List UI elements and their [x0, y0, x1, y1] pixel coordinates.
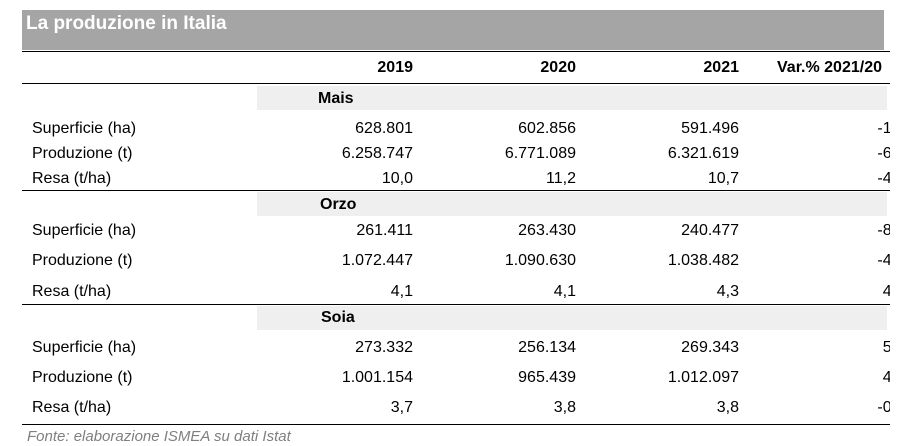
- cell-2019: 273.332: [355, 339, 413, 356]
- cell-2020: 965.439: [518, 369, 576, 386]
- cell-var: -4,8: [877, 170, 890, 187]
- cell-2020: 1.090.630: [504, 252, 576, 269]
- cell-2021: 6.321.619: [667, 145, 739, 162]
- row-label: Resa (t/ha): [32, 283, 112, 300]
- table-title: La produzione in Italia: [26, 13, 227, 34]
- cell-2020: 4,1: [553, 283, 576, 300]
- header-top-rule: [22, 51, 890, 52]
- cell-2019: 261.411: [356, 222, 413, 239]
- column-header-2021: 2021: [703, 59, 739, 76]
- cell-2021: 269.343: [681, 339, 739, 356]
- column-header-2019: 2019: [377, 59, 413, 76]
- row-label: Superficie (ha): [32, 222, 137, 239]
- cell-var: -8,7: [877, 222, 890, 239]
- cell-2020: 3,8: [553, 399, 576, 416]
- row-label: Produzione (t): [32, 369, 133, 386]
- table-bottom-rule: [22, 424, 890, 425]
- group-rule: [22, 304, 890, 305]
- cell-var: -4,8: [877, 252, 890, 269]
- header-bottom-rule: [22, 83, 890, 84]
- cell-2019: 3,7: [390, 399, 413, 416]
- row-label: Superficie (ha): [32, 339, 137, 356]
- row-label: Resa (t/ha): [32, 170, 112, 187]
- group-label-mais: Mais: [318, 90, 354, 107]
- group-band-orzo: [257, 192, 887, 216]
- group-label-soia: Soia: [321, 309, 355, 326]
- cell-var: 4,3: [882, 283, 890, 300]
- group-band-mais: [257, 86, 887, 110]
- cell-2021: 4,3: [716, 283, 739, 300]
- cell-2019: 1.072.447: [341, 252, 413, 269]
- cell-2021: 591.496: [681, 120, 739, 137]
- cell-2021: 3,8: [716, 399, 739, 416]
- cell-var: 4,8: [882, 369, 890, 386]
- cell-var: -0,3: [877, 399, 890, 416]
- row-label: Produzione (t): [32, 252, 133, 269]
- group-band-soia: [257, 306, 887, 330]
- cell-var: -6,6: [877, 145, 890, 162]
- cell-2021: 10,7: [707, 170, 739, 187]
- group-rule: [22, 190, 890, 191]
- row-label: Produzione (t): [32, 145, 133, 162]
- title-bar: La produzione in Italia: [22, 10, 884, 50]
- cell-2019: 1.001.154: [341, 369, 413, 386]
- cell-2019: 10,0: [381, 170, 413, 187]
- cell-2019: 4,1: [390, 283, 413, 300]
- row-label: Superficie (ha): [32, 120, 137, 137]
- cell-2020: 6.771.089: [504, 145, 576, 162]
- group-label-orzo: Orzo: [320, 196, 357, 213]
- cell-2020: 602.856: [518, 120, 576, 137]
- source-footnote: Fonte: elaborazione ISMEA su dati Istat: [27, 428, 291, 445]
- cell-2019: 628.801: [355, 120, 413, 137]
- cell-2021: 240.477: [681, 222, 739, 239]
- column-header-var: Var.% 2021/20: [777, 59, 882, 76]
- cell-2020: 11,2: [546, 170, 576, 187]
- cell-var: 5,2: [882, 339, 890, 356]
- cell-2019: 6.258.747: [341, 145, 413, 162]
- column-header-2020: 2020: [540, 59, 576, 76]
- cell-var: -1,9: [877, 120, 890, 137]
- cell-2020: 256.134: [518, 339, 576, 356]
- cell-2021: 1.012.097: [667, 369, 739, 386]
- cell-2021: 1.038.482: [667, 252, 739, 269]
- cell-2020: 263.430: [518, 222, 576, 239]
- row-label: Resa (t/ha): [32, 399, 112, 416]
